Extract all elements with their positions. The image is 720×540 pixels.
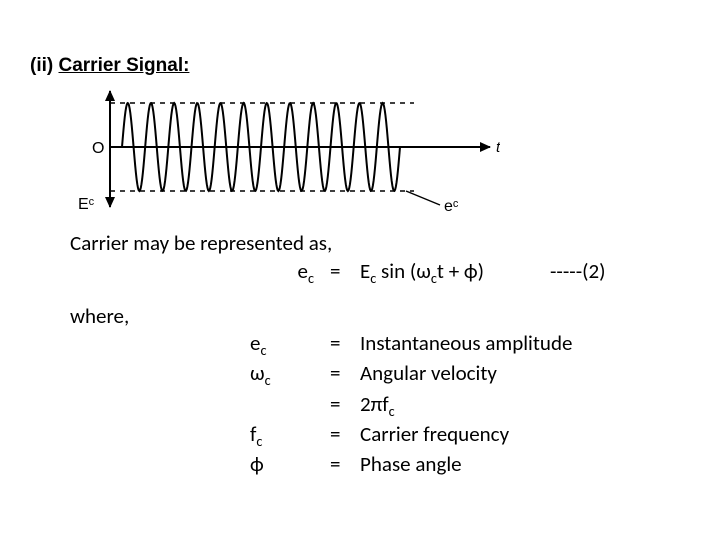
equation-row: ec = Ec sin (ωct + ϕ) -----(2) (70, 258, 690, 287)
definition-row: ϕ=Phase angle (70, 451, 690, 477)
equation-symbol: ec (70, 258, 330, 287)
definition-value: Instantaneous amplitude (360, 330, 690, 356)
definition-symbol: ec (70, 330, 330, 359)
definition-value: Phase angle (360, 451, 690, 477)
definition-symbol: ϕ (70, 451, 330, 477)
section-heading: (ii) Carrier Signal: (30, 55, 690, 77)
definition-value: 2πfc (360, 391, 690, 420)
equation-intro: Carrier may be represented as, (70, 230, 690, 256)
definition-equals: = (330, 421, 360, 447)
svg-text:Eᶜ: Eᶜ (78, 196, 95, 213)
definition-row: =2πfc (70, 391, 690, 420)
definition-value: Carrier frequency (360, 421, 690, 447)
heading-title: Carrier Signal: (59, 55, 190, 76)
where-block: where, ec=Instantaneous amplitudeωc=Angu… (70, 303, 690, 477)
definition-equals: = (330, 391, 360, 417)
equation-block: Carrier may be represented as, ec = Ec s… (70, 230, 690, 287)
definitions-list: ec=Instantaneous amplitudeωc=Angular vel… (70, 330, 690, 477)
svg-text:t: t (496, 139, 500, 156)
svg-text:O: O (92, 140, 104, 157)
equation-rhs: Ec sin (ωct + ϕ) (360, 258, 550, 287)
carrier-wave-figure: O Eᶜ t eᶜ (70, 85, 690, 220)
definition-equals: = (330, 360, 360, 386)
definition-symbol: ωc (70, 360, 330, 389)
definition-row: fc=Carrier frequency (70, 421, 690, 450)
definition-equals: = (330, 330, 360, 356)
where-label: where, (70, 303, 690, 329)
heading-prefix: (ii) (30, 55, 59, 76)
carrier-wave-svg: O Eᶜ t eᶜ (70, 85, 500, 215)
definition-value: Angular velocity (360, 360, 690, 386)
definition-row: ωc=Angular velocity (70, 360, 690, 389)
equation-number: -----(2) (550, 258, 630, 284)
definition-equals: = (330, 451, 360, 477)
equation-equals: = (330, 258, 360, 284)
definition-symbol: fc (70, 421, 330, 450)
svg-text:eᶜ: eᶜ (444, 198, 459, 215)
definition-row: ec=Instantaneous amplitude (70, 330, 690, 359)
